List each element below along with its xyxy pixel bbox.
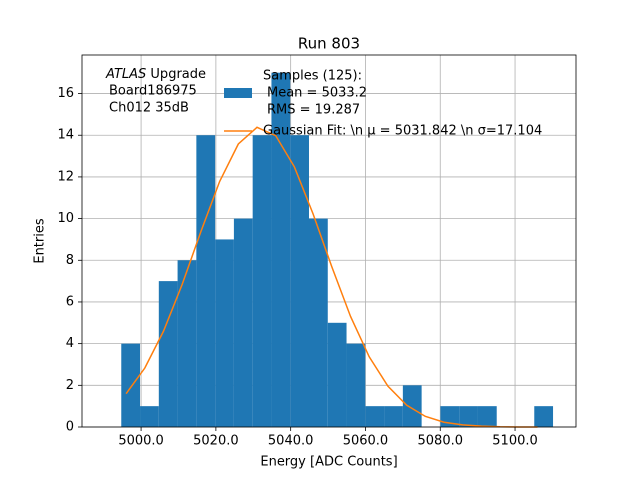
annotation: Ch012 35dB <box>109 101 189 116</box>
bar <box>327 322 347 427</box>
axes-frame <box>81 54 577 428</box>
y-tick-label: 12 <box>57 169 74 184</box>
bar <box>290 135 309 427</box>
bar <box>346 343 366 427</box>
y-tick-label: 16 <box>57 86 74 101</box>
bar <box>196 135 216 427</box>
annotation: Board186975 <box>109 84 197 99</box>
bar <box>140 406 159 427</box>
y-tick-label: 4 <box>66 336 74 351</box>
bar <box>271 72 291 427</box>
bar <box>459 406 478 427</box>
bar <box>477 406 497 427</box>
bar <box>402 385 422 427</box>
y-tick-label: 8 <box>66 253 74 268</box>
y-tick-label: 14 <box>57 128 74 143</box>
legend-label: Mean = 5033.2 <box>267 86 367 101</box>
x-tick-label: 5060.0 <box>343 434 389 449</box>
x-tick-label: 5100.0 <box>492 434 538 449</box>
bar <box>215 239 234 427</box>
y-tick-label: 0 <box>66 420 74 435</box>
x-tick-label: 5000.0 <box>118 434 164 449</box>
bar <box>158 281 178 427</box>
y-axis-label: Entries <box>33 218 48 264</box>
bar <box>534 406 554 427</box>
fit-line <box>125 126 538 428</box>
y-tick-label: 6 <box>66 294 74 309</box>
annotation-emphasis: ATLAS <box>105 67 146 82</box>
bar <box>308 218 328 427</box>
x-tick-label: 5080.0 <box>418 434 464 449</box>
x-axis-label: Energy [ADC Counts] <box>260 455 397 470</box>
x-tick-label: 5020.0 <box>193 434 239 449</box>
bar <box>121 343 141 427</box>
bar <box>233 218 253 427</box>
legend-label: Gaussian Fit: \n μ = 5031.842 \n σ=17.10… <box>263 124 542 139</box>
legend-label: RMS = 19.287 <box>267 103 360 118</box>
chart-title: Run 803 <box>298 35 360 53</box>
bar <box>365 406 385 427</box>
y-tick-label: 2 <box>66 378 74 393</box>
bar <box>252 135 272 427</box>
annotation-text: Upgrade <box>150 67 206 82</box>
legend-label: Samples (125): <box>263 69 362 84</box>
bar <box>384 406 403 427</box>
annotation: ATLAS Upgrade <box>105 67 206 82</box>
y-tick-label: 10 <box>57 211 74 226</box>
legend-swatch <box>224 88 252 98</box>
x-tick-label: 5040.0 <box>268 434 314 449</box>
bar <box>177 260 197 427</box>
